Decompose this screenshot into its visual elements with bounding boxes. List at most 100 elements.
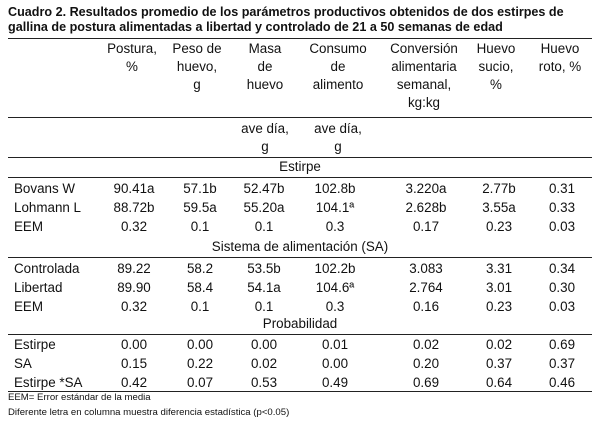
header-consumo: Consumo de alimento	[309, 41, 367, 92]
unit-masa: ave día, g	[241, 121, 289, 154]
table-cell: 0.30	[548, 280, 576, 295]
table-cell: 0.02	[412, 337, 440, 352]
table-cell: 0.1	[254, 219, 274, 234]
table-cell: 0.02	[250, 356, 278, 371]
table-cell: 0.53	[250, 375, 278, 390]
table-cell: 0.1	[190, 219, 210, 234]
table-cell: 88.72b	[113, 200, 155, 215]
bottom-rule	[8, 391, 592, 392]
table-cell: 0.07	[186, 375, 214, 390]
table-row: Libertad 89.90 58.4 54.1a 104.6ª 2.764 3.01 0.3…	[0, 279, 600, 297]
table-cell: 0.02	[485, 337, 513, 352]
row-label: Bovans W	[14, 181, 76, 196]
table-cell: 0.69	[548, 337, 576, 352]
table-cell: 2.628b	[405, 200, 447, 215]
table-cell: 102.2b	[314, 261, 356, 276]
table-cell: 2.77b	[482, 181, 516, 196]
row-label: Controlada	[14, 261, 80, 276]
table-cell: 0.03	[548, 219, 576, 234]
table-cell: 90.41a	[113, 181, 155, 196]
row-label: EEM	[14, 219, 44, 234]
table-row: Estirpe 0.00 0.00 0.00 0.01 0.02 0.02 0.69	[0, 336, 600, 354]
table-cell: 0.1	[254, 299, 274, 314]
table-cell: 0.17	[412, 219, 440, 234]
table-cell: 3.083	[409, 261, 443, 276]
row-label: Estirpe *SA	[14, 375, 83, 390]
table-cell: 55.20a	[243, 200, 285, 215]
table-cell: 0.46	[548, 375, 576, 390]
table-cell: 0.20	[412, 356, 440, 371]
footnote-letras: Diferente letra en columna muestra difer…	[8, 407, 290, 418]
table-cell: 58.2	[186, 261, 214, 276]
section-sistema: Sistema de alimentación (SA)	[211, 239, 389, 254]
table-row: Lohmann L 88.72b 59.5a 55.20a 104.1ª 2.628b 3.…	[0, 199, 600, 217]
table-cell: 89.22	[117, 261, 151, 276]
table-row: Bovans W 90.41a 57.1b 52.47b 102.8b 3.220a 2.7…	[0, 180, 600, 198]
table-cell: 0.64	[485, 375, 513, 390]
table-row: EEM 0.32 0.1 0.1 0.3 0.17 0.23 0.03	[0, 218, 600, 236]
table-cell: 102.8b	[314, 181, 356, 196]
header-rule	[8, 117, 592, 118]
title-line-1: Cuadro 2. Resultados promedio de los par…	[8, 5, 564, 19]
table-cell: 3.220a	[405, 181, 447, 196]
header-huevo-roto: Huevo roto, %	[538, 41, 582, 74]
table-cell: 0.1	[190, 299, 210, 314]
section-estirpe-rule	[8, 177, 592, 178]
table-cell: 104.1ª	[315, 200, 355, 215]
table-cell: 0.33	[548, 200, 576, 215]
units-rule	[8, 157, 592, 158]
table-cell: 0.22	[186, 356, 214, 371]
table-cell: 3.01	[485, 280, 513, 295]
section-sistema-rule	[8, 257, 592, 258]
title-line-2: gallina de postura alimentadas a liberta…	[8, 20, 503, 34]
table-cell: 57.1b	[183, 181, 217, 196]
table-cell: 54.1a	[247, 280, 281, 295]
row-label: EEM	[14, 299, 44, 314]
table-cell: 0.00	[250, 337, 278, 352]
row-label: Lohmann L	[14, 200, 82, 215]
table-cell: 0.34	[548, 261, 576, 276]
row-label: SA	[14, 356, 32, 371]
table-row: EEM 0.32 0.1 0.1 0.3 0.16 0.23 0.03	[0, 298, 600, 316]
table-cell: 89.90	[117, 280, 151, 295]
table-cell: 3.55a	[482, 200, 516, 215]
header-masa-huevo: Masa de huevo	[246, 41, 284, 92]
table-cell: 0.00	[120, 337, 148, 352]
table-cell: 0.16	[412, 299, 440, 314]
row-label: Libertad	[14, 280, 63, 295]
section-probabilidad-rule	[8, 334, 592, 335]
table-cell: 0.23	[485, 299, 513, 314]
table-cell: 0.42	[120, 375, 148, 390]
table-cell: 59.5a	[183, 200, 217, 215]
table-cell: 0.49	[321, 375, 349, 390]
table-cell: 53.5b	[247, 261, 281, 276]
table-cell: 0.00	[186, 337, 214, 352]
table-cell: 0.3	[325, 219, 345, 234]
table-cell: 0.32	[120, 219, 148, 234]
footnote-eem: EEM= Error estándar de la media	[8, 392, 151, 403]
section-probabilidad: Probabilidad	[262, 316, 338, 331]
table-cell: 0.37	[485, 356, 513, 371]
top-rule	[8, 38, 592, 39]
header-conversion: Conversión alimentaria semanal, kg:kg	[390, 41, 458, 110]
row-label: Estirpe	[14, 337, 56, 352]
table-cell: 0.3	[325, 299, 345, 314]
section-estirpe: Estirpe	[279, 159, 321, 174]
table-cell: 0.69	[412, 375, 440, 390]
table-row: Controlada 89.22 58.2 53.5b 102.2b 3.083 3.31 0…	[0, 260, 600, 278]
table-cell: 2.764	[409, 280, 443, 295]
unit-consumo: ave día, g	[314, 121, 362, 154]
table-cell: 0.15	[120, 356, 148, 371]
table-title: Cuadro 2. Resultados promedio de los par…	[8, 5, 594, 35]
table-cell: 0.23	[485, 219, 513, 234]
table-cell: 0.37	[548, 356, 576, 371]
table-cell: 0.01	[321, 337, 349, 352]
table-cell: 0.31	[548, 181, 576, 196]
header-peso-huevo: Peso de huevo, g	[172, 41, 222, 92]
table-row: SA 0.15 0.22 0.02 0.00 0.20 0.37 0.37	[0, 355, 600, 373]
table-cell: 52.47b	[243, 181, 285, 196]
table-cell: 0.32	[120, 299, 148, 314]
table-cell: 58.4	[186, 280, 214, 295]
table-cell: 3.31	[485, 261, 513, 276]
table-cell: 0.03	[548, 299, 576, 314]
